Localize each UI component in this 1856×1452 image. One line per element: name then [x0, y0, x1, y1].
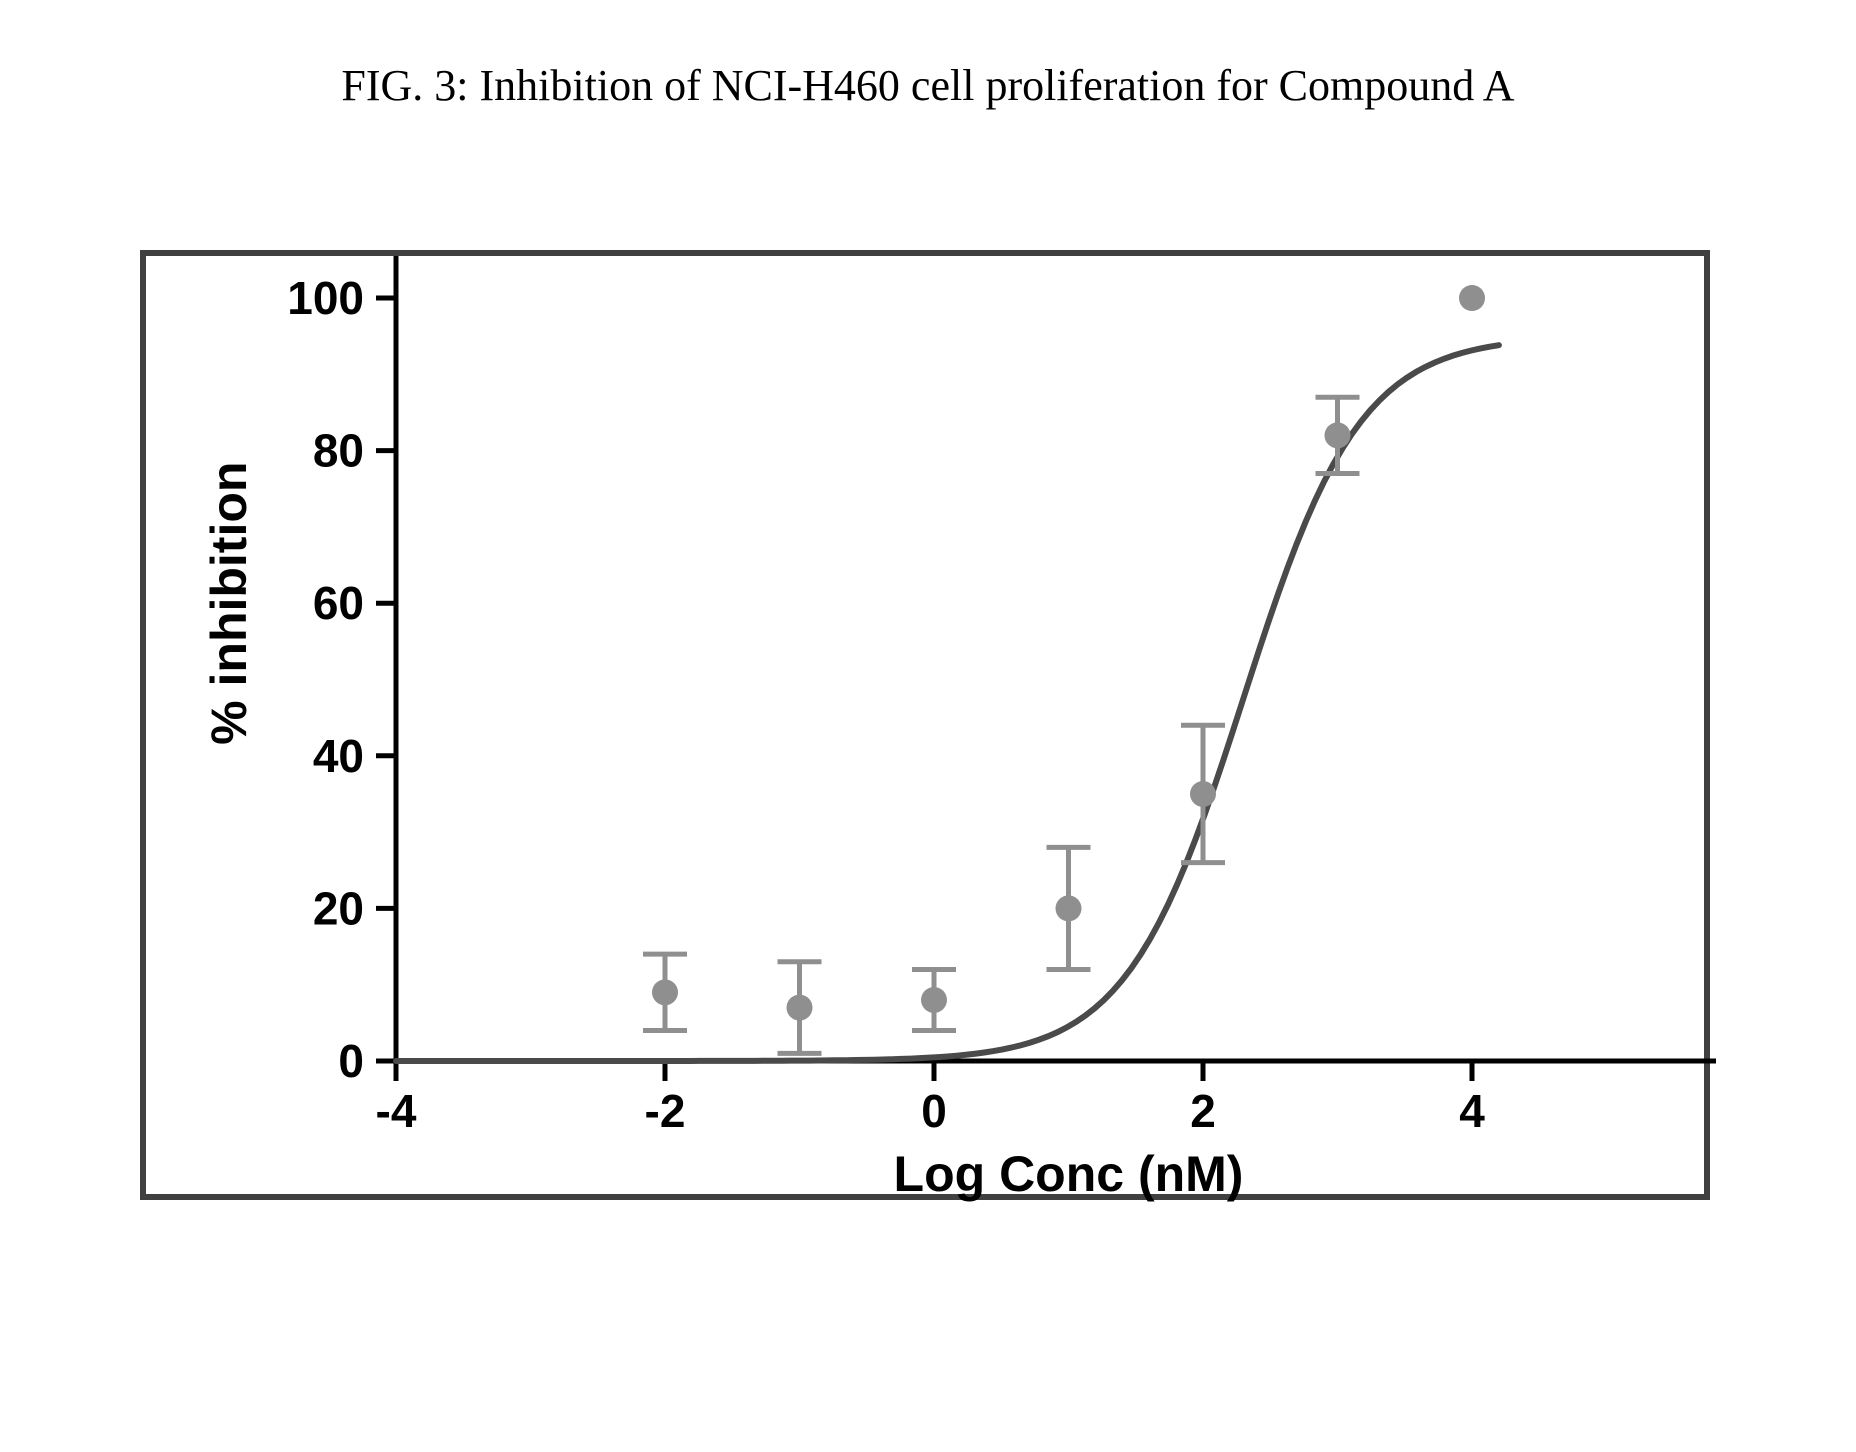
y-tick-label: 20 — [313, 882, 364, 934]
data-point-marker — [652, 979, 678, 1005]
y-tick-label: 80 — [313, 425, 364, 477]
y-axis-label: % inhibition — [201, 462, 257, 745]
y-tick-label: 100 — [287, 272, 364, 324]
data-point-marker — [1056, 895, 1082, 921]
x-tick-label: 2 — [1190, 1085, 1216, 1137]
data-point-marker — [787, 995, 813, 1021]
data-point-marker — [1325, 422, 1351, 448]
data-point-marker — [921, 987, 947, 1013]
dose-response-chart: -4-20246020406080100120Log Conc (nM)% in… — [146, 256, 1716, 1206]
figure-title: FIG. 3: Inhibition of NCI-H460 cell prol… — [0, 60, 1856, 111]
data-point-marker — [1190, 781, 1216, 807]
y-tick-label: 0 — [338, 1035, 364, 1087]
page: FIG. 3: Inhibition of NCI-H460 cell prol… — [0, 0, 1856, 1452]
x-tick-label: -4 — [376, 1085, 417, 1137]
x-axis-label: Log Conc (nM) — [894, 1146, 1244, 1202]
y-tick-label: 40 — [313, 730, 364, 782]
y-tick-label: 60 — [313, 577, 364, 629]
x-tick-label: 4 — [1459, 1085, 1485, 1137]
x-tick-label: -2 — [645, 1085, 686, 1137]
data-point-marker — [1459, 285, 1485, 311]
fit-curve — [396, 345, 1499, 1061]
chart-outer-frame: -4-20246020406080100120Log Conc (nM)% in… — [140, 250, 1710, 1200]
x-tick-label: 0 — [921, 1085, 947, 1137]
